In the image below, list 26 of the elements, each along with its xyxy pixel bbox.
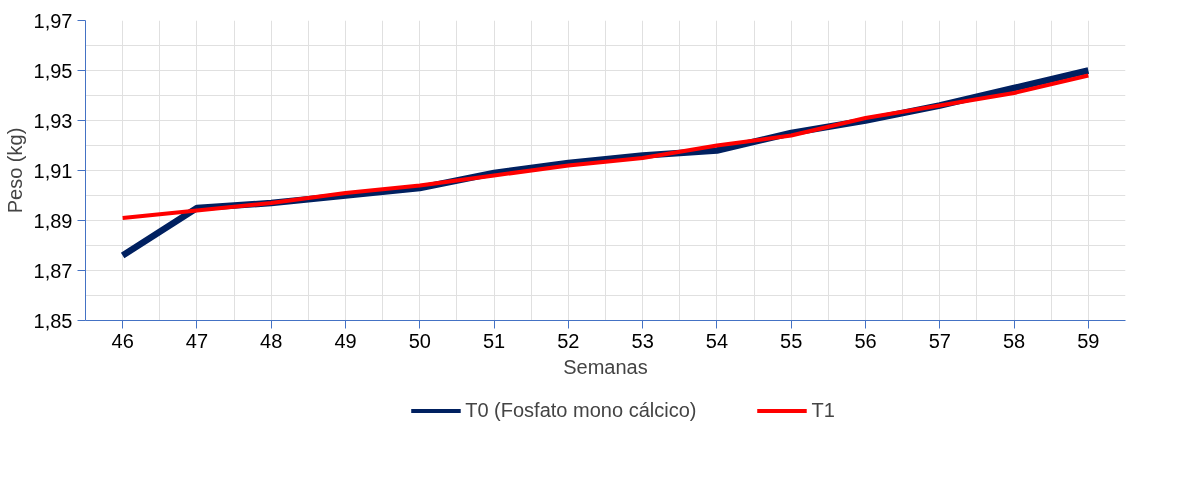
x-tick-label: 54	[705, 329, 729, 352]
x-tick-label: 46	[111, 329, 134, 352]
x-tick-label: 47	[185, 329, 209, 352]
y-tick-label: 1,87	[33, 259, 73, 282]
x-tick-label: 48	[260, 329, 283, 352]
y-tick-label: 1,85	[33, 309, 73, 332]
x-tick-label: 56	[854, 329, 877, 352]
x-tick-label: 55	[780, 329, 803, 352]
y-tick-label: 1,89	[33, 209, 73, 232]
y-tick-label: 1,91	[33, 159, 73, 182]
x-tick-label: 53	[631, 329, 654, 352]
x-tick-label: 50	[408, 329, 431, 352]
legend-label: T1	[811, 398, 835, 422]
x-axis-title: Semanas	[563, 355, 648, 378]
x-tick-label: 58	[1002, 329, 1026, 352]
y-tick-label: 1,93	[33, 109, 73, 132]
y-axis-title: Peso (kg)	[3, 127, 26, 214]
line-series	[120, 73, 1091, 220]
x-tick-label: 51	[482, 329, 506, 352]
x-tick-label: 59	[1077, 329, 1100, 352]
x-tick-label: 52	[557, 329, 580, 352]
y-tick-label: 1,95	[33, 59, 73, 82]
x-tick-label: 57	[928, 329, 951, 352]
x-tick-label: 49	[334, 329, 357, 352]
y-tick-label: 1,97	[33, 9, 73, 32]
legend-label: T0 (Fosfato mono cálcico)	[465, 398, 697, 422]
